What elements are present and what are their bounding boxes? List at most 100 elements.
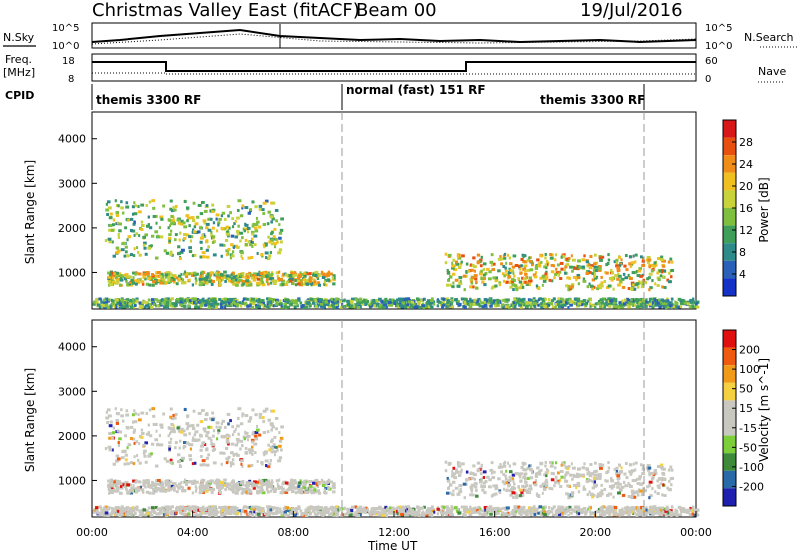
- velocity-cell: [241, 412, 244, 415]
- velocity-cell: [629, 463, 631, 466]
- power-cell: [281, 305, 283, 308]
- velocity-cell: [520, 472, 523, 475]
- power-cell: [111, 302, 114, 305]
- power-cell: [630, 265, 633, 268]
- velocity-cell: [130, 426, 133, 429]
- velocity-cell: [522, 463, 524, 466]
- velocity-cell: [232, 487, 235, 490]
- power-cell: [551, 302, 553, 305]
- power-cell: [539, 297, 543, 300]
- power-cell: [175, 233, 178, 236]
- velocity-cell: [529, 491, 531, 494]
- velocity-cell: [240, 459, 244, 462]
- power-cell: [260, 278, 263, 281]
- velocity-cell: [265, 464, 267, 467]
- power-cell: [648, 259, 652, 262]
- velocity-cell: [519, 489, 522, 492]
- power-cell: [174, 238, 177, 241]
- velocity-cell: [113, 480, 116, 483]
- power-cell: [543, 305, 547, 308]
- power-cell: [266, 306, 269, 309]
- velocity-cell: [136, 454, 138, 457]
- nsearch-label: N.Search: [744, 31, 794, 44]
- power-cell: [630, 287, 634, 290]
- power-cell: [513, 254, 517, 257]
- power-cell: [273, 242, 277, 245]
- power-cell: [555, 253, 557, 256]
- power-cell: [119, 284, 121, 287]
- velocity-cell: [298, 481, 301, 484]
- velocity-cell: [581, 473, 584, 476]
- velocity-cell: [253, 443, 257, 446]
- power-cell: [157, 271, 161, 274]
- velocity-cell: [108, 414, 112, 417]
- velocity-cell: [213, 461, 217, 464]
- velocity-cell: [477, 462, 480, 465]
- velocity-cell: [583, 507, 587, 510]
- velocity-cell: [451, 493, 454, 496]
- velocity-cell: [108, 448, 112, 451]
- power-cell: [433, 303, 435, 306]
- velocity-cell: [491, 476, 495, 479]
- velocity-cell: [170, 438, 172, 441]
- power-cell: [411, 301, 414, 304]
- freq-tick-bottom-right: 0: [705, 74, 711, 85]
- velocity-cell: [571, 478, 574, 481]
- power-cell: [241, 236, 244, 239]
- velocity-cell: [181, 457, 185, 460]
- power-cell: [116, 298, 119, 301]
- power-cell: [216, 213, 220, 216]
- power-cell: [236, 230, 240, 233]
- power-cell: [620, 258, 622, 261]
- power-cell: [451, 285, 454, 288]
- power-cell: [251, 238, 253, 241]
- velocity-cell: [596, 484, 598, 487]
- y-tick-label: 4000: [58, 133, 86, 146]
- velocity-cell: [240, 463, 242, 466]
- velocity-cell: [267, 419, 270, 422]
- power-cell: [120, 200, 122, 203]
- velocity-cell: [594, 474, 597, 477]
- power-cell: [502, 265, 505, 268]
- power-cell: [471, 276, 475, 279]
- velocity-cell: [542, 492, 544, 495]
- power-cell: [460, 280, 462, 283]
- power-cell: [224, 298, 227, 301]
- power-cell: [262, 212, 265, 215]
- power-cell: [271, 242, 274, 245]
- power-cell: [167, 279, 170, 282]
- power-cell: [179, 303, 183, 306]
- power-cell: [639, 275, 643, 278]
- velocity-cell: [447, 487, 450, 490]
- velocity-cell: [151, 443, 154, 446]
- power-cell: [551, 279, 553, 282]
- power-cell: [656, 271, 659, 274]
- power-cell: [173, 278, 176, 281]
- y-tick-label: 2000: [58, 222, 86, 235]
- velocity-cell: [116, 489, 119, 492]
- power-cell: [609, 299, 612, 302]
- velocity-cell: [544, 480, 547, 483]
- power-cell: [483, 283, 486, 286]
- velocity-cell: [268, 462, 271, 465]
- power-cell: [190, 240, 192, 243]
- power-cell: [607, 262, 610, 265]
- velocity-cell: [189, 458, 192, 461]
- velocity-cell: [134, 481, 136, 484]
- velocity-cell: [648, 467, 652, 470]
- power-cell: [515, 288, 518, 291]
- velocity-cell: [480, 485, 484, 488]
- velocity-cell: [234, 443, 238, 446]
- velocity-cell: [491, 472, 493, 475]
- velocity-cell: [623, 481, 625, 484]
- power-cell: [458, 276, 462, 279]
- power-cell: [270, 251, 272, 254]
- power-cell: [529, 302, 532, 305]
- velocity-cell: [141, 432, 145, 435]
- velocity-cell: [662, 483, 664, 486]
- power-cell: [548, 298, 550, 301]
- velocity-cell: [170, 408, 173, 411]
- velocity-cell: [273, 436, 276, 439]
- velocity-cell: [245, 451, 248, 454]
- velocity-cell: [445, 469, 448, 472]
